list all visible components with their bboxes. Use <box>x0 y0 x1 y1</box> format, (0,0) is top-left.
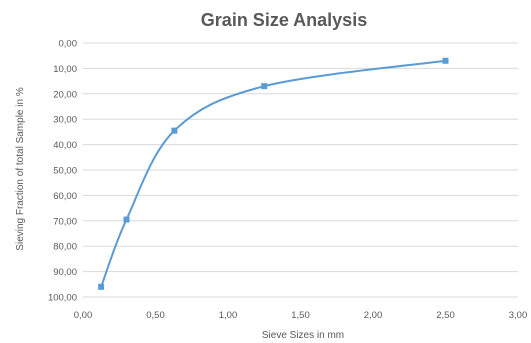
y-tick-label: 50,00 <box>53 166 77 177</box>
chart-title: Grain Size Analysis <box>201 10 367 30</box>
data-point <box>171 128 177 134</box>
data-point <box>98 284 104 290</box>
x-tick-label: 3,00 <box>509 310 528 321</box>
x-axis-title: Sieve Sizes in mm <box>262 330 344 341</box>
data-points <box>98 58 448 290</box>
data-point <box>261 83 267 89</box>
x-tick-label: 1,50 <box>291 310 310 321</box>
data-point <box>124 217 130 223</box>
y-tick-label: 30,00 <box>53 115 77 126</box>
x-tick-label: 0,00 <box>74 310 93 321</box>
y-tick-label: 90,00 <box>53 267 77 278</box>
x-tick-label: 0,50 <box>146 310 165 321</box>
y-tick-label: 0,00 <box>59 39 78 50</box>
y-tick-label: 10,00 <box>53 64 77 75</box>
x-tick-label: 2,50 <box>436 310 455 321</box>
data-point <box>443 58 449 64</box>
y-tick-label: 80,00 <box>53 242 77 253</box>
y-axis-ticks: 0,00 10,00 20,00 30,00 40,00 50,00 60,00 70,00 8… <box>48 39 77 304</box>
x-tick-label: 2,00 <box>364 310 383 321</box>
series-line <box>101 61 445 287</box>
y-tick-label: 60,00 <box>53 191 77 202</box>
y-tick-label: 70,00 <box>53 216 77 227</box>
y-tick-label: 100,00 <box>48 293 77 304</box>
y-tick-label: 20,00 <box>53 89 77 100</box>
x-tick-label: 1,00 <box>219 310 238 321</box>
x-axis-ticks: 0,00 0,50 1,00 1,50 2,00 2,50 3,00 <box>74 310 528 321</box>
y-axis-title: Sieving Fraction of total Sample in % <box>15 87 26 251</box>
y-tick-label: 40,00 <box>53 140 77 151</box>
